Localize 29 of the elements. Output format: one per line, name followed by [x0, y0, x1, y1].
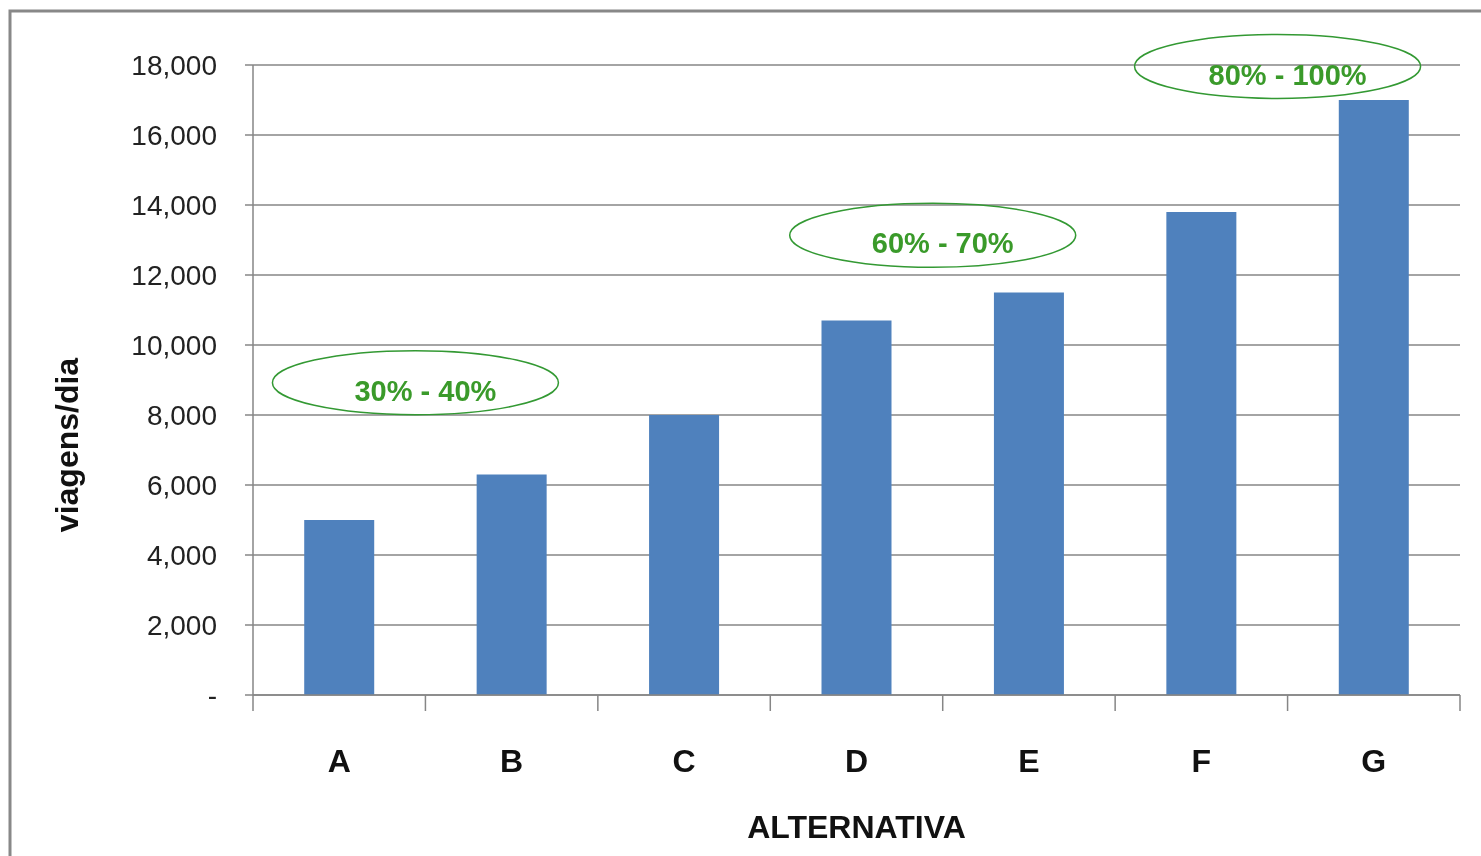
x-tick-label: B [500, 743, 524, 779]
x-tick-label: C [672, 743, 696, 779]
y-tick-label: 12,000 [131, 259, 217, 291]
bar [476, 474, 547, 695]
y-tick-label: 14,000 [131, 189, 217, 221]
y-tick-label: - [207, 679, 217, 711]
x-tick-label: F [1191, 743, 1212, 779]
y-tick-label: 16,000 [131, 119, 217, 151]
x-axis-title: ALTERNATIVA [747, 809, 966, 845]
x-tick-label: A [327, 743, 351, 779]
x-tick-label: G [1361, 743, 1387, 779]
bar [1338, 100, 1409, 695]
x-tick-label: D [844, 743, 869, 779]
x-tick-label: E [1018, 743, 1040, 779]
bar [649, 415, 720, 695]
annotation: 30% - 40% [354, 374, 497, 407]
y-tick-label: 6,000 [146, 469, 217, 501]
y-tick-label: 8,000 [146, 399, 217, 431]
bar [1166, 212, 1237, 695]
y-tick-label: 18,000 [131, 49, 217, 81]
bar [993, 292, 1064, 695]
bar [821, 320, 892, 695]
y-axis-title: viagens/dia [49, 357, 85, 533]
y-tick-label: 10,000 [131, 329, 217, 361]
bar [304, 520, 375, 695]
annotation: 80% - 100% [1208, 58, 1367, 91]
y-tick-label: 2,000 [146, 609, 217, 641]
y-tick-label: 4,000 [146, 539, 217, 571]
annotation: 60% - 70% [871, 227, 1014, 260]
